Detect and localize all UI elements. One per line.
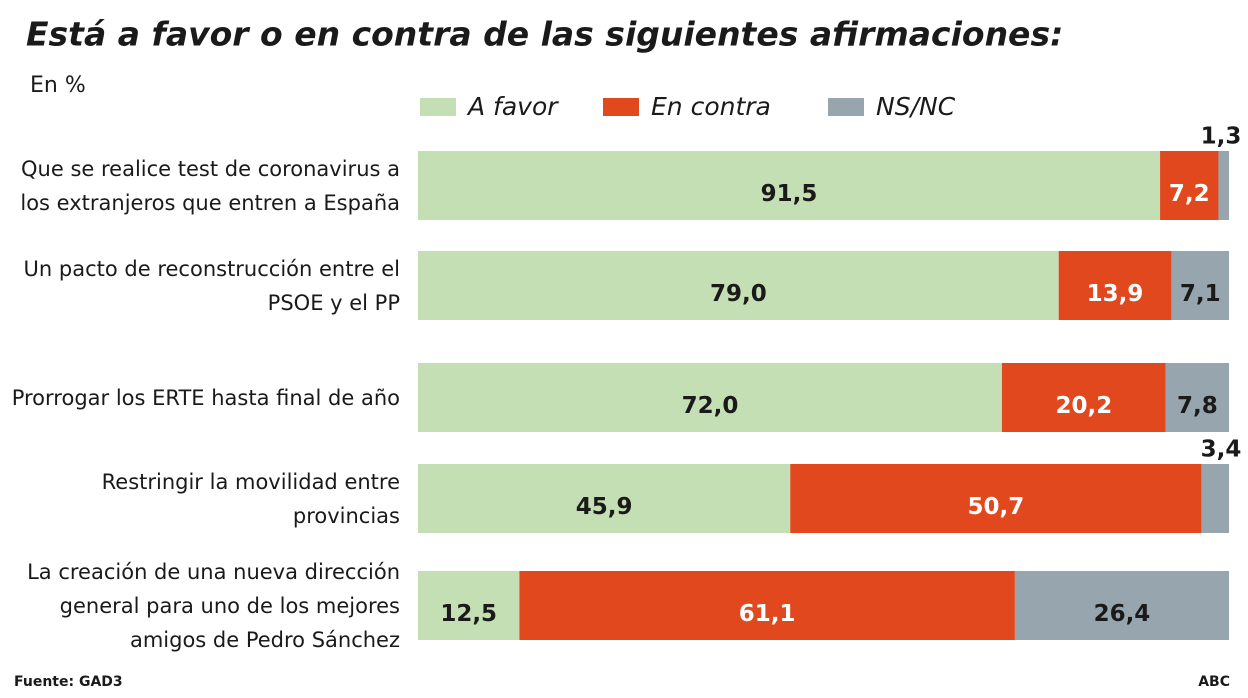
legend-label: En contra xyxy=(651,92,771,121)
bar-segment xyxy=(1218,151,1229,220)
bar-segment xyxy=(1058,251,1172,320)
value-label: 61,1 xyxy=(739,601,796,627)
bar-segment xyxy=(519,571,1015,640)
legend-swatch xyxy=(828,98,864,116)
bar-segment xyxy=(1165,363,1229,432)
value-label: 13,9 xyxy=(1087,281,1144,307)
value-label: 26,4 xyxy=(1094,601,1151,627)
value-label: 3,4 xyxy=(1201,437,1242,463)
chart-title: Está a favor o en contra de las siguient… xyxy=(26,15,1063,54)
value-label: 7,8 xyxy=(1177,393,1218,419)
bar-segment xyxy=(1014,571,1229,640)
value-label: 50,7 xyxy=(967,494,1024,520)
bar-segment xyxy=(1201,464,1229,533)
legend-label: NS/NC xyxy=(876,92,956,121)
category-label: Restringir la movilidad entre provincias xyxy=(101,469,400,528)
bar-segment xyxy=(418,464,791,533)
credit: ABC xyxy=(1198,674,1230,690)
value-label: 72,0 xyxy=(682,393,739,419)
bar-segment xyxy=(790,464,1202,533)
bar-segment xyxy=(1171,251,1229,320)
value-label: 45,9 xyxy=(576,494,633,520)
chart-subtitle: En % xyxy=(30,73,86,98)
legend-swatch xyxy=(603,98,639,116)
value-label: 12,5 xyxy=(440,601,497,627)
value-label: 7,2 xyxy=(1169,181,1210,207)
bar-segment xyxy=(1160,151,1219,220)
category-label: Un pacto de reconstrucción entre el PSOE… xyxy=(23,256,400,315)
value-label: 20,2 xyxy=(1055,393,1112,419)
bar-segment xyxy=(418,571,520,640)
category-label: Que se realice test de coronavirus a los… xyxy=(20,156,400,215)
category-label: La creación de una nueva dirección gener… xyxy=(27,559,400,652)
source: Fuente: GAD3 xyxy=(14,674,123,690)
value-label: 79,0 xyxy=(710,281,767,307)
legend-swatch xyxy=(420,98,456,116)
bar-segment xyxy=(418,251,1059,320)
bar-segment xyxy=(1001,363,1166,432)
value-label: 91,5 xyxy=(761,181,818,207)
bar-segment xyxy=(418,363,1002,432)
value-label: 1,3 xyxy=(1201,124,1242,150)
category-label: Prorrogar los ERTE hasta final de año xyxy=(11,385,400,410)
bar-segment xyxy=(418,151,1161,220)
value-label: 7,1 xyxy=(1180,281,1221,307)
legend-label: A favor xyxy=(466,92,559,121)
